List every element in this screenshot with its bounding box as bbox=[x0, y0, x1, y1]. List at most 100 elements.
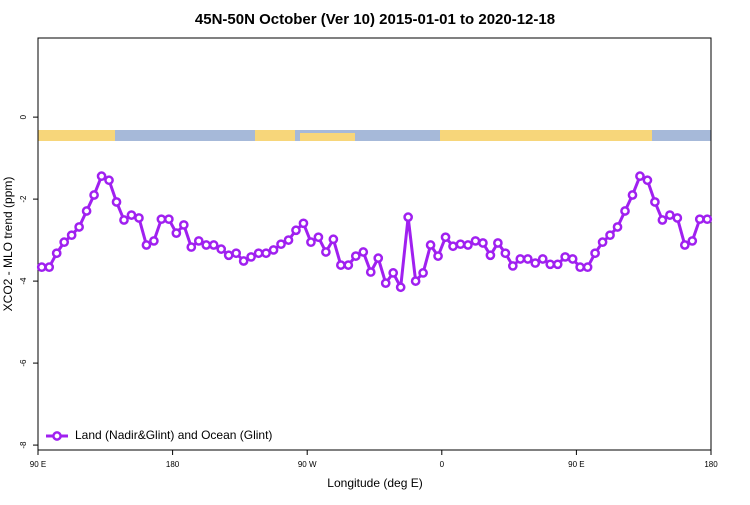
data-point bbox=[51, 248, 62, 259]
data-point bbox=[104, 175, 114, 186]
data-point bbox=[679, 240, 690, 250]
data-point bbox=[74, 222, 84, 232]
data-point bbox=[126, 210, 137, 220]
data-point bbox=[478, 238, 488, 248]
data-point bbox=[298, 218, 309, 229]
x-tick-label: 180 bbox=[704, 460, 718, 469]
data-point bbox=[276, 239, 286, 250]
data-point bbox=[268, 245, 279, 255]
data-point bbox=[141, 240, 152, 250]
data-point bbox=[156, 214, 167, 225]
data-point bbox=[507, 261, 518, 271]
data-point bbox=[343, 260, 354, 270]
data-point bbox=[552, 259, 563, 270]
data-point bbox=[650, 197, 660, 207]
data-point bbox=[238, 256, 249, 266]
land-ocean-strip bbox=[38, 130, 711, 141]
data-point bbox=[403, 212, 413, 222]
x-tick-label: 0 bbox=[440, 460, 445, 469]
data-point bbox=[306, 237, 316, 248]
data-point bbox=[223, 250, 234, 261]
plot-frame bbox=[37, 37, 712, 451]
y-tick-label: -2 bbox=[19, 195, 28, 203]
y-axis-label: XCO2 - MLO trend (ppm) bbox=[1, 177, 15, 312]
chart-title: 45N-50N October (Ver 10) 2015-01-01 to 2… bbox=[195, 11, 555, 28]
data-point bbox=[485, 250, 496, 261]
data-point bbox=[328, 234, 339, 245]
data-point bbox=[657, 215, 668, 225]
data-point bbox=[44, 262, 55, 273]
data-point bbox=[216, 244, 227, 254]
data-point bbox=[470, 236, 481, 246]
x-tick-label: 90 E bbox=[30, 460, 46, 469]
data-point bbox=[425, 240, 436, 250]
data-point bbox=[178, 220, 189, 230]
data-point bbox=[582, 262, 593, 273]
data-point bbox=[380, 278, 391, 289]
land-band bbox=[300, 133, 355, 141]
x-tick-label: 180 bbox=[166, 460, 180, 469]
data-point bbox=[395, 282, 406, 293]
data-point bbox=[231, 248, 242, 259]
y-tick-label: -6 bbox=[19, 359, 28, 367]
data-point bbox=[418, 268, 428, 278]
data-point bbox=[350, 251, 361, 261]
data-point bbox=[493, 238, 503, 248]
data-point bbox=[590, 248, 600, 259]
data-point bbox=[373, 253, 384, 263]
legend-label: Land (Nadir&Glint) and Ocean (Glint) bbox=[75, 428, 272, 442]
ocean-band bbox=[38, 130, 711, 141]
data-point bbox=[171, 228, 182, 238]
data-point bbox=[410, 276, 421, 286]
data-point bbox=[365, 267, 376, 277]
x-axis-label: Longitude (deg E) bbox=[327, 476, 422, 490]
data-point bbox=[186, 242, 197, 252]
data-point bbox=[66, 230, 77, 241]
data-point bbox=[515, 254, 526, 264]
data-point bbox=[537, 254, 548, 264]
data-point bbox=[134, 213, 144, 223]
data-point bbox=[59, 237, 70, 248]
data-point bbox=[545, 259, 556, 270]
data-point bbox=[246, 252, 256, 262]
data-point bbox=[620, 206, 630, 216]
data-point bbox=[665, 210, 675, 220]
data-point bbox=[89, 190, 99, 200]
data-point bbox=[149, 236, 159, 246]
data-point bbox=[291, 225, 301, 236]
data-point bbox=[597, 237, 608, 248]
data-point bbox=[642, 175, 653, 186]
data-point bbox=[567, 254, 578, 264]
legend-marker bbox=[52, 431, 62, 441]
data-point bbox=[81, 206, 92, 216]
data-point bbox=[321, 247, 331, 257]
data-point bbox=[433, 251, 443, 261]
data-point bbox=[96, 171, 107, 182]
data-point bbox=[448, 241, 458, 252]
data-point bbox=[253, 248, 264, 259]
data-point bbox=[111, 197, 122, 207]
data-point bbox=[560, 252, 571, 262]
data-point bbox=[530, 258, 541, 268]
x-tick-label: 90 W bbox=[298, 460, 317, 469]
data-point bbox=[164, 214, 174, 225]
data-point bbox=[627, 190, 638, 200]
y-tick-label: -4 bbox=[19, 277, 28, 285]
data-point bbox=[687, 236, 698, 246]
data-point bbox=[440, 232, 451, 243]
data-point bbox=[522, 254, 533, 264]
data-point bbox=[201, 240, 212, 250]
data-point bbox=[208, 240, 219, 250]
data-point bbox=[261, 248, 271, 259]
data-point bbox=[672, 213, 683, 223]
data-point bbox=[500, 248, 511, 259]
data-point bbox=[463, 240, 473, 250]
data-point bbox=[388, 268, 399, 278]
data-point bbox=[635, 171, 645, 182]
data-point bbox=[36, 262, 47, 273]
data-point bbox=[694, 214, 705, 225]
data-point bbox=[605, 230, 615, 241]
land-band bbox=[255, 130, 295, 141]
data-point bbox=[455, 239, 466, 250]
